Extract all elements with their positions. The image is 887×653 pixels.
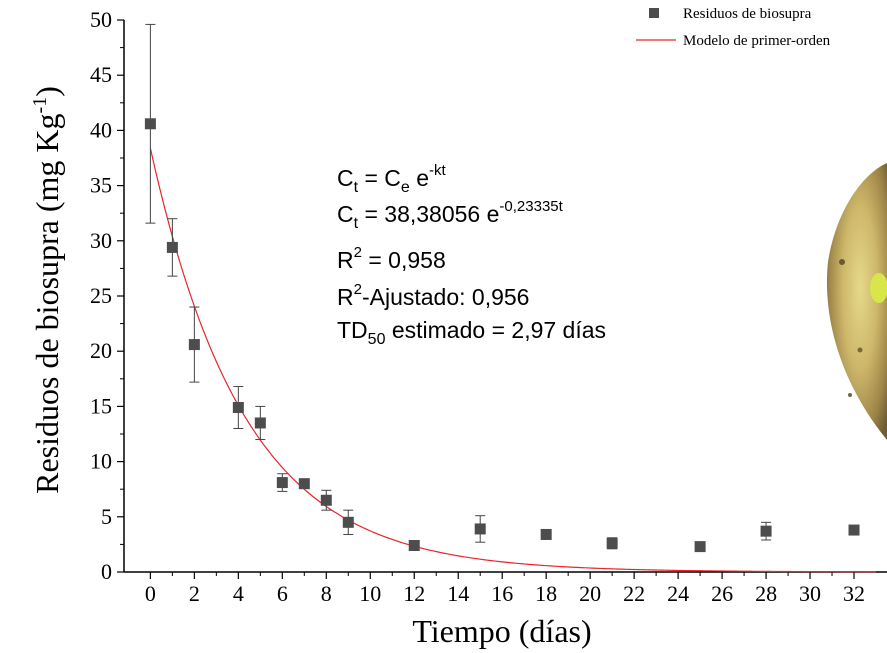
data-point [298,478,310,490]
y-tick-label: 45 [90,62,112,87]
model-curve [149,148,877,573]
data-point [694,541,706,553]
data-point [188,339,200,351]
x-tick-label: 6 [277,581,288,606]
y-tick-label: 15 [90,393,112,418]
x-tick-label: 28 [755,581,777,606]
x-tick-label: 8 [321,581,332,606]
y-tick-label: 0 [101,559,112,584]
y-tick-label: 30 [90,228,112,253]
r-squared-adjusted: R2-Ajustado: 0,956 [337,281,529,310]
x-tick-label: 26 [711,581,733,606]
x-tick-label: 10 [359,581,381,606]
data-point [848,524,860,536]
y-tick-label: 40 [90,117,112,142]
legend-marker-points [649,8,659,18]
y-tick-label: 50 [90,7,112,32]
y-axis-title: Residuos de biosupra (mg Kg-1) [29,86,65,494]
y-axis-title-main: Residuos de biosupra (mg Kg [29,113,65,493]
x-tick-label: 20 [579,581,601,606]
data-point [342,516,354,528]
y-tick-label: 25 [90,283,112,308]
y-axis-title-close: ) [29,86,65,97]
x-tick-label: 12 [403,581,425,606]
x-axis-title: Tiempo (días) [412,613,591,649]
x-tick-label: 14 [447,581,469,606]
x-tick-label: 32 [843,581,865,606]
equation-block: Ct = Ce e-kt Ct = 38,38056 e-0,23335t R2… [337,162,606,348]
legend-label-points: Residuos de biosupra [683,6,812,22]
potato-image [826,163,887,440]
data-point [320,494,332,506]
y-tick-label: 10 [90,449,112,474]
td50-estimate: TD50 estimado = 2,97 días [337,317,606,348]
y-tick-label: 20 [90,338,112,363]
x-tick-label: 2 [189,581,200,606]
x-tick-label: 4 [233,581,244,606]
data-point [606,537,618,549]
y-tick-label: 35 [90,173,112,198]
x-tick-label: 0 [145,581,156,606]
legend: Residuos de biosupra Modelo de primer-or… [636,6,831,49]
x-tick-label: 16 [491,581,513,606]
data-point [144,118,156,130]
data-point [166,241,178,253]
data-point [254,417,266,429]
y-tick-label: 5 [101,504,112,529]
legend-label-model: Modelo de primer-orden [683,33,831,49]
data-point [474,523,486,535]
data-point [408,540,420,552]
x-tick-label: 22 [623,581,645,606]
data-point [276,477,288,489]
data-point [760,525,772,537]
equation-fitted: Ct = 38,38056 e-0,23335t [337,198,564,232]
r-squared: R2 = 0,958 [337,244,446,273]
data-point [232,402,244,414]
x-tick-label: 24 [667,581,689,606]
y-axis-title-sup: -1 [29,97,51,114]
equation-general: Ct = Ce e-kt [337,162,446,196]
x-tick-label: 18 [535,581,557,606]
data-point [540,528,552,540]
x-tick-label: 30 [799,581,821,606]
